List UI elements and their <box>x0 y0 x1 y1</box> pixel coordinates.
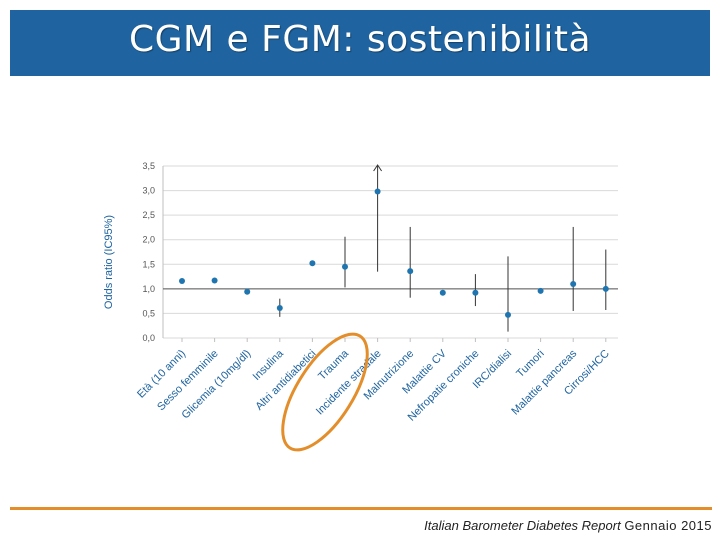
data-point <box>374 188 381 195</box>
y-tick-label: 1,0 <box>142 284 155 294</box>
data-point <box>244 288 251 295</box>
footer-date: Gennaio 2015 <box>624 518 712 533</box>
x-tick-label: Altri antidiabetici <box>253 348 318 413</box>
ci-clipped-arrow <box>373 164 383 172</box>
highlight-ellipse <box>281 332 369 452</box>
x-tick-label: Tumori <box>514 348 546 380</box>
footer: Italian Barometer Diabetes Report Gennai… <box>424 518 712 533</box>
y-tick-label: 2,0 <box>142 235 155 245</box>
title-bar: CGM e FGM: sostenibilità <box>10 10 710 76</box>
data-point <box>407 268 414 275</box>
footer-divider <box>10 507 712 510</box>
data-point <box>211 277 218 284</box>
y-tick-label: 3,5 <box>142 161 155 171</box>
footer-source: Italian Barometer Diabetes Report <box>424 518 621 533</box>
data-point <box>472 289 479 296</box>
data-point <box>602 285 609 292</box>
y-tick-label: 3,0 <box>142 186 155 196</box>
y-tick-label: 2,5 <box>142 210 155 220</box>
y-tick-label: 1,5 <box>142 259 155 269</box>
data-point <box>537 287 544 294</box>
y-axis-label: Odds ratio (IC95%) <box>103 215 115 309</box>
y-tick-label: 0,5 <box>142 308 155 318</box>
y-tick-label: 0,0 <box>142 333 155 343</box>
data-point <box>342 263 348 270</box>
slide-title: CGM e FGM: sostenibilità <box>128 18 592 60</box>
data-point <box>439 289 446 296</box>
data-point <box>309 260 316 267</box>
data-point <box>179 277 185 284</box>
data-point <box>570 280 577 287</box>
data-point <box>505 311 511 318</box>
data-point <box>276 305 283 312</box>
